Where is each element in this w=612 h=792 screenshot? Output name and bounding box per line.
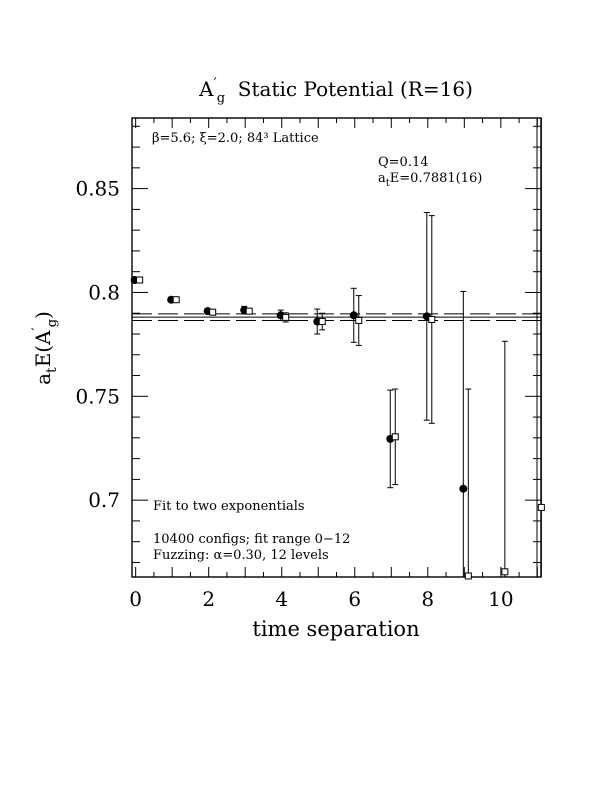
square-point: [464, 388, 472, 580]
y-tick-labels: 0.7 0.75 0.8 0.85: [75, 177, 120, 513]
circle-point: [349, 287, 358, 343]
square-marker: [245, 307, 253, 315]
square-point: [501, 340, 509, 577]
axis-ticks: [132, 118, 541, 577]
square-point: [282, 312, 290, 323]
square-marker: [136, 276, 144, 284]
square-point: [209, 308, 217, 316]
square-marker: [355, 317, 363, 324]
square-marker: [209, 308, 217, 316]
x-tick-label: 6: [348, 587, 361, 611]
y-tick-label: 0.7: [88, 488, 120, 512]
fuzzing-annotation: Fuzzing: α=0.30, 12 levels: [153, 548, 329, 563]
square-point: [428, 215, 436, 424]
square-point: [318, 312, 326, 331]
x-axis-label: time separation: [252, 617, 419, 641]
x-tick-label: 8: [421, 587, 434, 611]
square-marker: [172, 296, 180, 304]
fit-band: [132, 313, 541, 321]
square-point: [355, 295, 363, 346]
square-point: [537, 118, 545, 577]
lattice-annotation: β=5.6; ξ=2.0; 84³ Lattice: [152, 131, 319, 146]
x-tick-label: 10: [488, 587, 513, 611]
square-marker: [391, 433, 399, 441]
square-point: [172, 296, 180, 304]
circle-marker: [459, 484, 468, 493]
fit-annotation: Fit to two exponentials: [153, 499, 305, 514]
q-annotation: Q=0.14: [378, 155, 429, 170]
y-tick-label: 0.8: [88, 280, 120, 304]
y-axis-label: atE(A′g): [30, 311, 60, 385]
x-tick-label: 4: [275, 587, 288, 611]
square-point: [136, 276, 144, 284]
square-point: [245, 307, 253, 315]
y-tick-label: 0.85: [75, 177, 120, 201]
energy-annotation: atE=0.7881(16): [378, 171, 482, 189]
circle-point: [459, 290, 468, 577]
square-point: [391, 388, 399, 486]
chart-title: A′g Static Potential (R=16): [198, 76, 473, 106]
configs-annotation: 10400 configs; fit range 0−12: [153, 532, 350, 547]
x-tick-label: 0: [129, 587, 142, 611]
square-marker: [318, 318, 326, 326]
x-tick-label: 2: [202, 587, 215, 611]
square-marker: [464, 572, 472, 580]
square-marker: [282, 313, 290, 321]
data-points: [130, 118, 545, 580]
x-tick-labels: 0 2 4 6 8 10: [129, 587, 513, 611]
square-marker: [537, 503, 545, 511]
square-marker: [501, 568, 509, 576]
y-tick-label: 0.75: [75, 384, 120, 408]
square-marker: [428, 315, 436, 323]
